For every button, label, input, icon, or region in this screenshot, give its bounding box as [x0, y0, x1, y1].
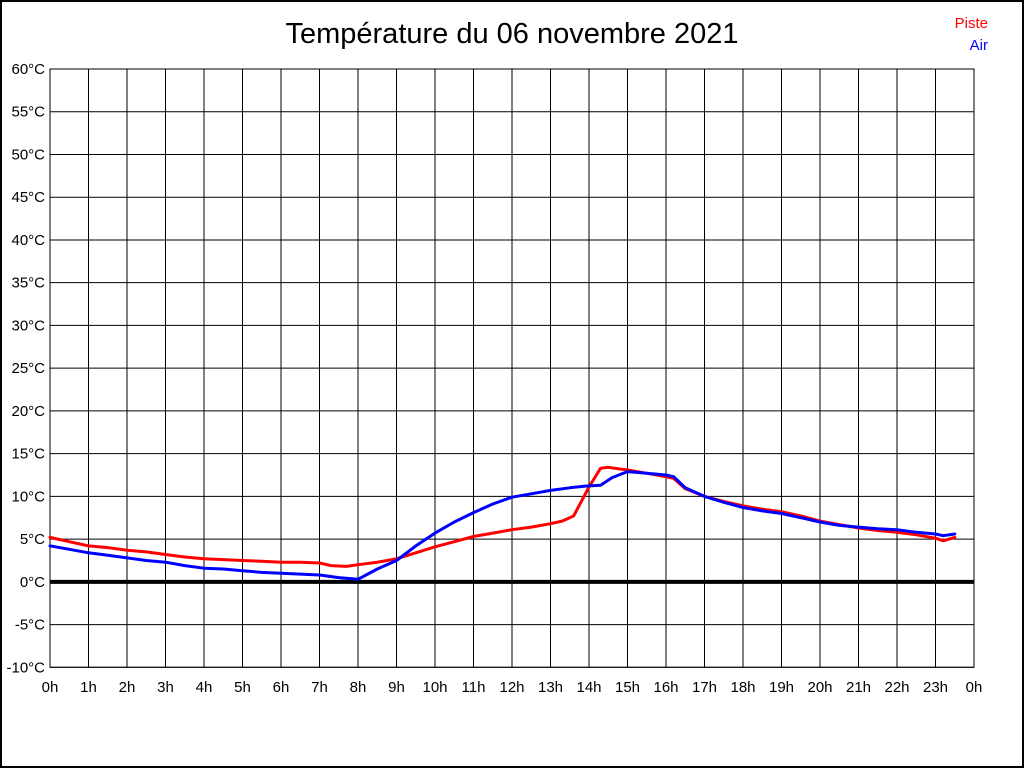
svg-text:0h: 0h	[966, 679, 983, 696]
svg-text:20°C: 20°C	[11, 403, 45, 420]
legend-item-air: Air	[969, 37, 988, 54]
svg-text:22h: 22h	[884, 679, 909, 696]
svg-text:10°C: 10°C	[11, 488, 45, 505]
svg-text:0°C: 0°C	[20, 574, 45, 591]
svg-text:12h: 12h	[499, 679, 524, 696]
svg-text:-5°C: -5°C	[15, 617, 45, 634]
svg-text:55°C: 55°C	[11, 104, 45, 121]
piste-line	[48, 465, 957, 568]
svg-text:45°C: 45°C	[11, 189, 45, 206]
svg-text:40°C: 40°C	[11, 232, 45, 249]
svg-text:18h: 18h	[730, 679, 755, 696]
svg-text:7h: 7h	[311, 679, 328, 696]
chart-title: Température du 06 novembre 2021	[285, 18, 739, 50]
svg-text:5°C: 5°C	[20, 531, 45, 548]
svg-text:30°C: 30°C	[11, 317, 45, 334]
svg-text:60°C: 60°C	[11, 61, 45, 78]
svg-text:35°C: 35°C	[11, 275, 45, 292]
svg-text:17h: 17h	[692, 679, 717, 696]
svg-text:2h: 2h	[119, 679, 136, 696]
svg-text:15°C: 15°C	[11, 446, 45, 463]
svg-text:1h: 1h	[80, 679, 97, 696]
plot-border	[49, 68, 975, 668]
svg-text:3h: 3h	[157, 679, 174, 696]
svg-text:0h: 0h	[42, 679, 59, 696]
svg-text:10h: 10h	[422, 679, 447, 696]
svg-text:4h: 4h	[196, 679, 213, 696]
svg-text:13h: 13h	[538, 679, 563, 696]
y-tick-labels: 60°C 55°C 50°C 45°C 40°C 35°C 30°C 25°C 20°C 15°C…	[6, 61, 45, 676]
svg-text:14h: 14h	[576, 679, 601, 696]
svg-text:16h: 16h	[653, 679, 678, 696]
svg-text:9h: 9h	[388, 679, 405, 696]
svg-text:-10°C: -10°C	[6, 659, 45, 676]
svg-text:25°C: 25°C	[11, 360, 45, 377]
x-tick-labels: 0h 1h 2h 3h 4h 5h 6h 7h 8h 9h 10h 11h 12h 13h 14h 15h 16…	[42, 679, 983, 696]
svg-text:50°C: 50°C	[11, 146, 45, 163]
grid-lines	[49, 68, 975, 668]
svg-text:19h: 19h	[769, 679, 794, 696]
legend-item-piste: Piste	[954, 15, 988, 32]
svg-text:5h: 5h	[234, 679, 251, 696]
svg-text:15h: 15h	[615, 679, 640, 696]
svg-text:23h: 23h	[923, 679, 948, 696]
svg-text:8h: 8h	[350, 679, 367, 696]
svg-text:21h: 21h	[846, 679, 871, 696]
svg-text:11h: 11h	[462, 679, 486, 696]
air-line	[48, 470, 957, 581]
svg-text:6h: 6h	[273, 679, 290, 696]
chart-legend: Piste Air	[955, 13, 988, 57]
svg-text:20h: 20h	[807, 679, 832, 696]
